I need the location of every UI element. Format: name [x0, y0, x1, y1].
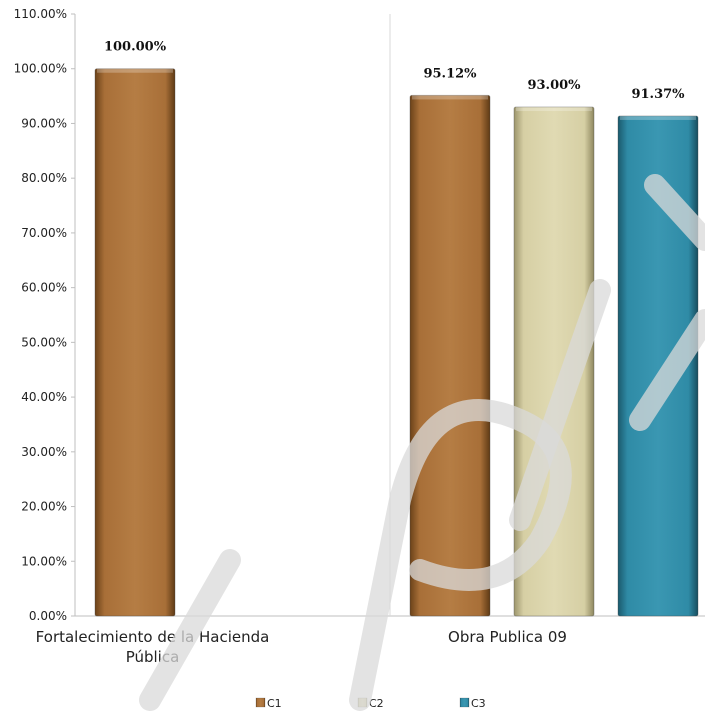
x-category-label: Fortalecimiento de la Hacienda: [36, 628, 270, 646]
bar-top-bevel: [412, 95, 488, 100]
y-tick-label: 20.00%: [21, 500, 67, 514]
bar-top-bevel: [516, 107, 592, 112]
y-tick-label: 100.00%: [14, 62, 67, 76]
y-tick-label: 30.00%: [21, 445, 67, 459]
x-axis-labels: Fortalecimiento de la HaciendaPúblicaObr…: [36, 628, 567, 666]
y-tick-label: 10.00%: [21, 554, 67, 568]
data-label-c1-1: 100.00%: [104, 40, 167, 55]
bar-c1-2: [409, 94, 491, 617]
y-tick-label: 80.00%: [21, 171, 67, 185]
y-tick-label: 50.00%: [21, 335, 67, 349]
y-tick-label: 110.00%: [14, 7, 67, 21]
y-tick-label: 40.00%: [21, 390, 67, 404]
watermark-stroke-2: [349, 399, 572, 711]
y-tick-label: 90.00%: [21, 116, 67, 130]
data-label-c3-2: 91.37%: [631, 87, 685, 102]
y-tick-label: 70.00%: [21, 226, 67, 240]
bar-c1-1: [94, 68, 176, 617]
bar-top-bevel: [620, 115, 696, 120]
data-label-c1-2: 95.12%: [423, 66, 477, 81]
watermark-stroke-4: [644, 174, 705, 251]
watermark-stroke-3: [509, 279, 611, 531]
bar-c3-2: [617, 115, 699, 617]
x-category-label: Obra Publica 09: [448, 628, 567, 646]
legend-label-c3: C3: [471, 697, 486, 710]
data-labels: 100.00% 95.12% 93.00% 91.37%: [104, 40, 685, 102]
legend-label-c2: C2: [369, 697, 384, 710]
legend-swatch-c3: [459, 697, 470, 708]
y-tick-label: 60.00%: [21, 281, 67, 295]
legend-swatch-c1: [255, 697, 266, 708]
watermark: [139, 174, 705, 711]
y-tick-label: 0.00%: [29, 609, 67, 623]
bar-top-bevel: [97, 68, 173, 73]
y-axis: 0.00% 10.00% 20.00% 30.00% 40.00% 50.00% 60.00…: [14, 7, 705, 623]
watermark-stroke-1: [139, 549, 241, 711]
watermark-stroke-5: [629, 309, 705, 431]
data-label-c2-2: 93.00%: [527, 78, 581, 93]
legend-label-c1: C1: [267, 697, 282, 710]
